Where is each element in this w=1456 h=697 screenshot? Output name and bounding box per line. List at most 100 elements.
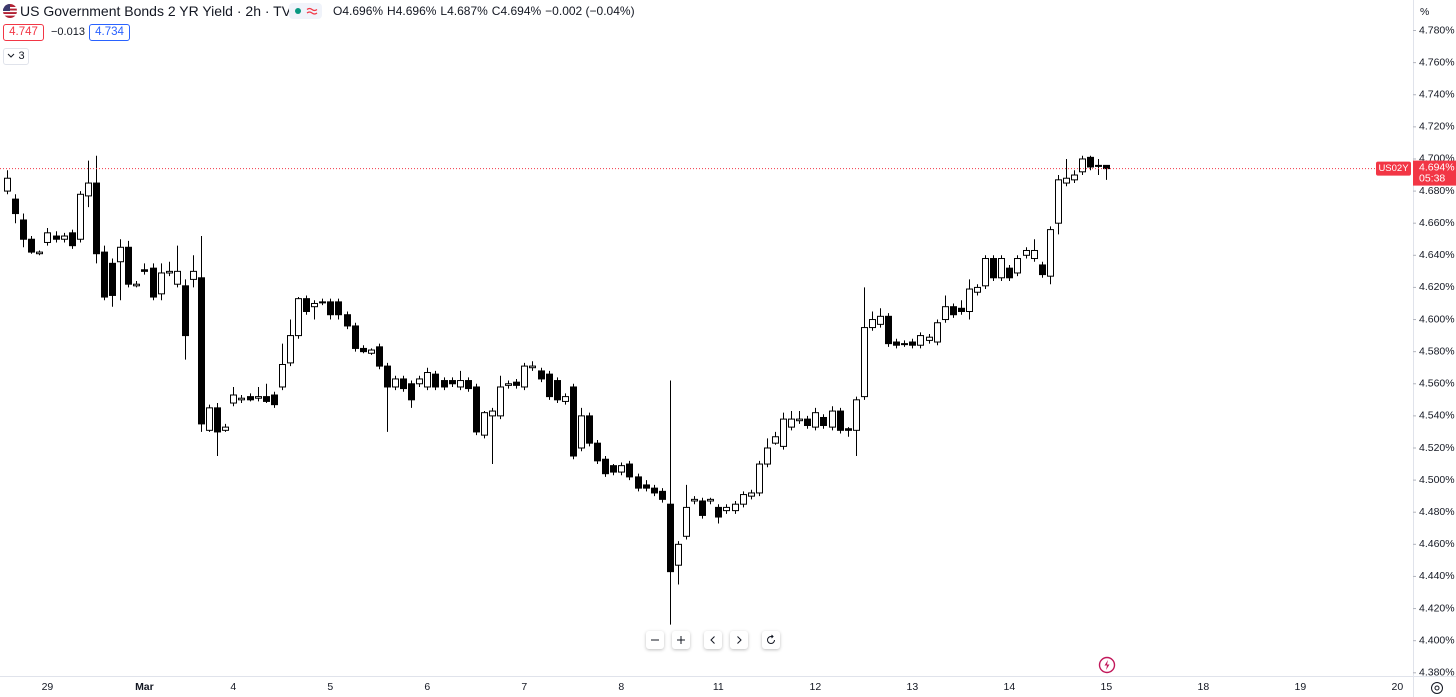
- reset-button[interactable]: [762, 631, 780, 649]
- candle-body: [141, 269, 148, 272]
- y-tick-label: 4.500%: [1419, 474, 1455, 486]
- candle-body: [1087, 156, 1094, 168]
- candle-body: [707, 498, 714, 502]
- candle-body: [958, 307, 965, 313]
- scroll-right-button[interactable]: [730, 631, 748, 649]
- candle-body: [198, 277, 205, 425]
- x-tick-label: 4: [230, 681, 236, 693]
- candle-body: [271, 394, 278, 406]
- candle-body: [586, 415, 593, 444]
- zoom-out-button[interactable]: [646, 631, 664, 649]
- x-tick-label: Mar: [135, 681, 154, 693]
- candle-body: [772, 436, 779, 444]
- candle-body: [303, 298, 310, 313]
- candle-body: [1039, 264, 1046, 276]
- candle-body: [756, 463, 763, 494]
- candle-body: [877, 315, 884, 325]
- candle-body: [780, 418, 787, 447]
- indicators-toggle[interactable]: 3: [3, 48, 29, 65]
- candle-body: [659, 490, 666, 500]
- candle-body: [408, 383, 415, 401]
- candles: [4, 155, 1110, 625]
- bid-button[interactable]: 4.747: [3, 24, 44, 41]
- right-icon: [737, 636, 742, 644]
- candle-body: [643, 484, 650, 489]
- candle-body: [837, 410, 844, 431]
- status-pill[interactable]: [289, 3, 322, 19]
- candle-body: [538, 370, 545, 380]
- y-tick-label: 4.740%: [1419, 89, 1455, 101]
- candle-body: [238, 397, 245, 401]
- y-tick-label: 4.400%: [1419, 634, 1455, 646]
- candle-body: [449, 380, 456, 385]
- candle-body: [255, 396, 262, 399]
- candle-body: [85, 182, 92, 197]
- candle-body: [28, 238, 35, 253]
- candle-body: [481, 412, 488, 436]
- candle-body: [424, 372, 431, 388]
- x-tick-label: 8: [618, 681, 624, 693]
- candle-body: [796, 418, 803, 422]
- candle-body: [53, 235, 60, 240]
- candle-body: [740, 494, 747, 505]
- price-tag-bg: [1413, 160, 1456, 186]
- candle-body: [562, 396, 569, 402]
- candle-body: [150, 267, 157, 298]
- plus-icon: [677, 636, 685, 644]
- candle-body: [279, 363, 286, 388]
- ask-button[interactable]: 4.734: [89, 24, 130, 41]
- close-value: C4.694%: [491, 4, 542, 18]
- y-tick-label: 4.460%: [1419, 538, 1455, 550]
- candle-body: [230, 394, 237, 404]
- candle-body: [594, 442, 601, 462]
- candle-body: [610, 465, 617, 473]
- candle-body: [820, 416, 827, 427]
- x-tick-label: 29: [42, 681, 54, 693]
- candle-body: [400, 378, 407, 390]
- y-tick-label: 4.780%: [1419, 24, 1455, 36]
- candle-body: [93, 182, 100, 255]
- y-tick-label: 4.440%: [1419, 570, 1455, 582]
- candle-body: [61, 235, 68, 240]
- candle-body: [1055, 179, 1062, 224]
- flag-icon: [3, 4, 17, 18]
- change-value: −0.002 (−0.04%): [545, 4, 635, 18]
- candle-body: [125, 246, 132, 285]
- y-tick-label: 4.580%: [1419, 345, 1455, 357]
- zoom-in-button[interactable]: [672, 631, 690, 649]
- candle-body: [675, 543, 682, 566]
- y-tick-label: 4.600%: [1419, 313, 1455, 325]
- candle-body: [618, 465, 625, 473]
- candle-body: [950, 306, 957, 316]
- candle-body: [344, 314, 351, 327]
- candle-body: [1095, 164, 1102, 167]
- candle-body: [287, 335, 294, 364]
- candle-body: [101, 251, 108, 298]
- y-tick-label: 4.620%: [1419, 281, 1455, 293]
- candle-body: [554, 380, 561, 401]
- scroll-left-button[interactable]: [704, 631, 722, 649]
- candle-body: [513, 381, 520, 386]
- lightning-icon[interactable]: [1098, 656, 1116, 674]
- candle-body: [529, 365, 536, 369]
- open-value: O4.696%: [333, 4, 384, 18]
- candle-body: [12, 198, 19, 215]
- candle-body: [942, 306, 949, 321]
- status-icons: [295, 7, 318, 15]
- candle-body: [966, 288, 973, 313]
- minus-icon: [651, 639, 659, 641]
- candle-body: [546, 373, 553, 398]
- candle-body: [4, 177, 11, 192]
- candle-body: [311, 302, 318, 308]
- settings-icon[interactable]: [1429, 680, 1445, 696]
- candle-body: [812, 412, 819, 428]
- candle-body: [667, 503, 674, 573]
- candle-body: [352, 325, 359, 349]
- candle-body: [934, 322, 941, 343]
- countdown: 05:38: [1419, 172, 1445, 184]
- x-tick-label: 20: [1391, 681, 1403, 693]
- candle-body: [926, 336, 933, 341]
- candle-body: [384, 365, 391, 388]
- candle-body: [44, 232, 51, 243]
- candle-body: [732, 503, 739, 512]
